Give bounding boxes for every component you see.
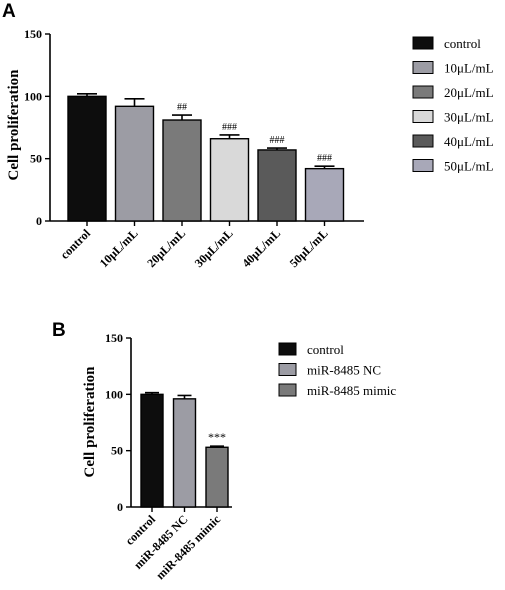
bar-b (205, 446, 229, 508)
y-axis-title-b: Cell proliferation (82, 366, 98, 478)
bar-b (140, 393, 164, 508)
panel-label-a: A (2, 1, 16, 22)
y-tick-label-b: 50 (111, 444, 123, 458)
significance-label-a: ### (317, 153, 332, 164)
significance-label-b: *** (208, 430, 226, 444)
y-tick-label-a: 50 (30, 152, 42, 166)
legend-swatch-a (412, 61, 434, 74)
bar-a (304, 167, 345, 222)
y-tick-label-b: 100 (105, 387, 123, 401)
bar-a (114, 105, 155, 222)
legend-a: control 10μL/mL 20μL/mL 30μL/mL 40μL/mL 50μL/… (412, 36, 494, 174)
legend-label-a: 20μL/mL (444, 85, 494, 100)
legend-label-a: 40μL/mL (444, 134, 494, 149)
significance-label-a: ## (177, 102, 187, 113)
y-tick-label-a: 100 (24, 89, 42, 103)
legend-swatch-b (278, 383, 297, 397)
bar-a (67, 95, 107, 222)
legend-swatch-a (412, 85, 434, 99)
x-tick-label-a: 20μL/mL (144, 226, 188, 270)
legend-label-b: miR-8485 mimic (307, 383, 396, 398)
x-tick-label-a: control (57, 226, 93, 262)
legend-label-a: 10μL/mL (444, 61, 494, 76)
legend-label-b: miR-8485 NC (307, 363, 381, 378)
legend-b: control miR-8485 NC miR-8485 mimic (278, 342, 396, 398)
bar-a (209, 138, 250, 222)
legend-label-a: control (444, 36, 481, 51)
legend-label-a: 50μL/mL (444, 159, 494, 174)
bar-a (162, 119, 202, 222)
significance-label-a: ### (270, 135, 285, 146)
legend-swatch-a (412, 159, 434, 172)
legend-swatch-a (412, 134, 434, 148)
x-tick-label-a: 50μL/mL (287, 226, 331, 270)
panel-label-b: B (52, 320, 66, 341)
legend-swatch-b (278, 342, 297, 356)
bar-a (257, 149, 297, 222)
y-tick-label-a: 150 (24, 27, 42, 41)
legend-label-a: 30μL/mL (444, 110, 494, 125)
y-axis-title-a: Cell proliferation (6, 69, 22, 181)
y-tick-label-b: 150 (105, 331, 123, 345)
bar-b (172, 398, 197, 508)
x-tick-label-a: 30μL/mL (192, 226, 236, 270)
legend-label-b: control (307, 342, 344, 357)
x-tick-label-a: 40μL/mL (239, 226, 283, 270)
legend-swatch-a (412, 36, 434, 50)
y-tick-label-b: 0 (117, 500, 123, 514)
plot-area-a: 0 50 100 150 control 10μL/mL 20μL/mL ## 30μL/mL #… (24, 27, 364, 270)
legend-swatch-a (412, 110, 434, 123)
x-tick-label-a: 10μL/mL (97, 226, 141, 270)
significance-label-a: ### (222, 122, 237, 133)
legend-swatch-b (278, 363, 297, 376)
y-tick-label-a: 0 (36, 214, 42, 228)
